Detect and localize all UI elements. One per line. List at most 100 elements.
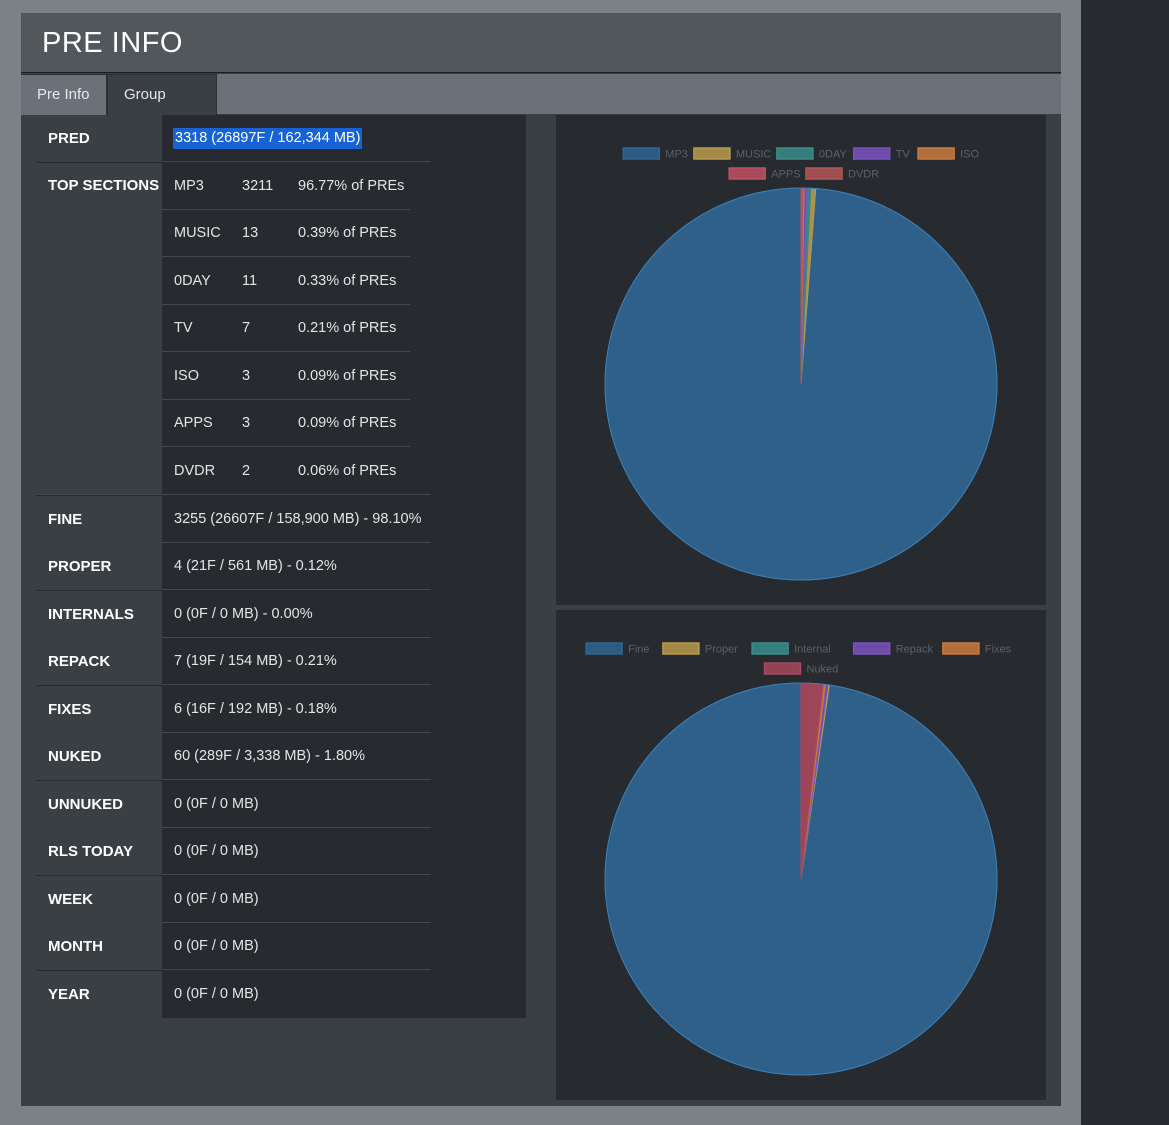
stat-label: WEEK bbox=[36, 876, 162, 923]
legend-swatch-dvdr[interactable] bbox=[805, 167, 843, 180]
stat-label: REPACK bbox=[36, 638, 162, 685]
stat-row-fine: FINE 3255 (26607F / 158,900 MB) - 98.10% bbox=[36, 496, 431, 543]
legend-swatch-internal[interactable] bbox=[751, 642, 789, 655]
stat-value: 3255 (26607F / 158,900 MB) - 98.10% bbox=[174, 511, 422, 527]
legend-swatch-nuked[interactable] bbox=[763, 662, 802, 675]
section-count: 3 bbox=[242, 415, 251, 431]
legend-swatch-apps[interactable] bbox=[728, 167, 766, 180]
section-row: DVDR 2 0.06% of PREs bbox=[162, 448, 431, 495]
stat-value: 7 (19F / 154 MB) - 0.21% bbox=[174, 653, 337, 669]
stat-row-unnuked: UNNUKED 0 (0F / 0 MB) bbox=[36, 781, 431, 828]
tab-group-stats[interactable]: Group Stats bbox=[107, 74, 217, 143]
tab-bar: Pre Info Group Stats bbox=[21, 74, 1061, 143]
section-percent: 0.09% of PREs bbox=[298, 415, 397, 431]
section-percent: 0.33% of PREs bbox=[298, 273, 397, 289]
section-row: MP3 3211 96.77% of PREs bbox=[162, 163, 410, 210]
section-count: 13 bbox=[242, 225, 259, 241]
legend-swatch-0day[interactable] bbox=[776, 147, 814, 160]
legend-label-fine[interactable]: Fine bbox=[628, 644, 649, 656]
sections-pie-chart: MP3 MUSIC 0DAY TV ISO APPS DVDR bbox=[556, 115, 1046, 605]
section-count: 7 bbox=[242, 320, 251, 336]
stat-label: INTERNALS bbox=[36, 591, 162, 638]
stat-label: PRED bbox=[36, 115, 162, 162]
legend-swatch-proper[interactable] bbox=[662, 642, 700, 655]
section-count: 3 bbox=[242, 368, 251, 384]
legend-label-apps[interactable]: APPS bbox=[771, 169, 800, 181]
legend-label-proper[interactable]: Proper bbox=[705, 644, 738, 656]
section-percent: 0.39% of PREs bbox=[298, 225, 397, 241]
legend-label-repack[interactable]: Repack bbox=[896, 644, 934, 656]
panel-title: PRE INFO bbox=[42, 27, 183, 59]
section-count: 3211 bbox=[242, 178, 274, 194]
stat-label-top-sections: TOP SECTIONS bbox=[36, 163, 162, 495]
legend-swatch-music[interactable] bbox=[693, 147, 731, 160]
section-percent: 0.09% of PREs bbox=[298, 368, 397, 384]
status-pie-svg: Fine Proper Internal Repack Fixes Nuked bbox=[585, 642, 1012, 1076]
stat-label: FINE bbox=[36, 496, 162, 543]
legend-swatch-tv[interactable] bbox=[852, 147, 891, 160]
legend-label-internal[interactable]: Internal bbox=[794, 644, 831, 656]
stats-table: PRED 3318 (26897F / 162,344 MB) TOP SECT… bbox=[36, 115, 526, 1018]
legend-swatch-fine[interactable] bbox=[585, 642, 623, 655]
stat-row-repack: REPACK 7 (19F / 154 MB) - 0.21% bbox=[36, 638, 431, 685]
legend-label-tv[interactable]: TV bbox=[896, 149, 911, 161]
section-count: 11 bbox=[242, 273, 258, 289]
stat-value: 60 (289F / 3,338 MB) - 1.80% bbox=[174, 748, 366, 764]
pie-outline bbox=[604, 187, 998, 581]
section-row: APPS 3 0.09% of PREs bbox=[162, 400, 410, 447]
section-name: APPS bbox=[174, 415, 213, 431]
section-name: MUSIC bbox=[174, 225, 221, 241]
stat-value-selected[interactable]: 3318 (26897F / 162,344 MB) bbox=[173, 128, 363, 149]
section-count: 2 bbox=[242, 463, 251, 479]
section-percent: 96.77% of PREs bbox=[298, 178, 405, 194]
stat-value: 0 (0F / 0 MB) - 0.00% bbox=[174, 606, 313, 622]
stat-row-internals: INTERNALS 0 (0F / 0 MB) - 0.00% bbox=[36, 591, 431, 638]
legend-label-fixes[interactable]: Fixes bbox=[985, 644, 1012, 656]
legend-label-iso[interactable]: ISO bbox=[960, 149, 979, 161]
stat-label: YEAR bbox=[36, 971, 162, 1018]
section-row: TV 7 0.21% of PREs bbox=[162, 305, 410, 352]
legend-label-nuked[interactable]: Nuked bbox=[807, 664, 839, 676]
legend-swatch-mp3[interactable] bbox=[622, 147, 661, 160]
section-name: ISO bbox=[174, 368, 199, 384]
stat-label: PROPER bbox=[36, 543, 162, 590]
section-row: ISO 3 0.09% of PREs bbox=[162, 353, 410, 400]
section-percent: 0.06% of PREs bbox=[298, 463, 397, 479]
stat-value: 0 (0F / 0 MB) bbox=[174, 843, 259, 859]
stat-row-proper: PROPER 4 (21F / 561 MB) - 0.12% bbox=[36, 543, 431, 590]
stat-label: MONTH bbox=[36, 923, 162, 970]
stat-value: 0 (0F / 0 MB) bbox=[174, 891, 259, 907]
stat-row-pred: PRED 3318 (26897F / 162,344 MB) bbox=[36, 115, 431, 162]
stat-row-month: MONTH 0 (0F / 0 MB) bbox=[36, 923, 431, 970]
legend-swatch-repack[interactable] bbox=[852, 642, 891, 655]
section-row: 0DAY 11 0.33% of PREs bbox=[162, 258, 410, 305]
section-name: DVDR bbox=[174, 463, 216, 479]
stat-label: FIXES bbox=[36, 686, 162, 733]
legend-swatch-iso[interactable] bbox=[917, 147, 955, 160]
pre-info-panel: PRE INFO Pre Info Group Stats PRED 3318 … bbox=[21, 13, 1061, 1106]
stat-value: 0 (0F / 0 MB) bbox=[174, 986, 259, 1002]
panel-header: PRE INFO bbox=[21, 13, 1061, 73]
stat-value: 6 (16F / 192 MB) - 0.18% bbox=[174, 701, 337, 717]
legend-label-music[interactable]: MUSIC bbox=[736, 149, 772, 161]
stat-row-year: YEAR 0 (0F / 0 MB) bbox=[36, 971, 431, 1018]
stat-value: 0 (0F / 0 MB) bbox=[174, 938, 259, 954]
legend-label-mp3[interactable]: MP3 bbox=[665, 149, 688, 161]
stat-label: NUKED bbox=[36, 733, 162, 780]
stat-row-week: WEEK 0 (0F / 0 MB) bbox=[36, 876, 431, 923]
stat-value: 0 (0F / 0 MB) bbox=[174, 796, 259, 812]
legend-label-dvdr[interactable]: DVDR bbox=[848, 169, 879, 181]
stat-label: RLS TODAY bbox=[36, 828, 162, 875]
right-background bbox=[1081, 0, 1169, 1125]
tab-pre-info[interactable]: Pre Info bbox=[21, 74, 107, 115]
stat-label: UNNUKED bbox=[36, 781, 162, 828]
legend-label-0day[interactable]: 0DAY bbox=[819, 149, 848, 161]
section-name: MP3 bbox=[174, 178, 204, 194]
legend-swatch-fixes[interactable] bbox=[942, 642, 980, 655]
section-name: 0DAY bbox=[174, 273, 211, 289]
stat-row-nuked: NUKED 60 (289F / 3,338 MB) - 1.80% bbox=[36, 733, 431, 780]
status-pie-chart: Fine Proper Internal Repack Fixes Nuked bbox=[556, 610, 1046, 1100]
sections-pie-svg: MP3 MUSIC 0DAY TV ISO APPS DVDR bbox=[604, 147, 998, 581]
section-name: TV bbox=[174, 320, 193, 336]
section-row: MUSIC 13 0.39% of PREs bbox=[162, 210, 410, 257]
